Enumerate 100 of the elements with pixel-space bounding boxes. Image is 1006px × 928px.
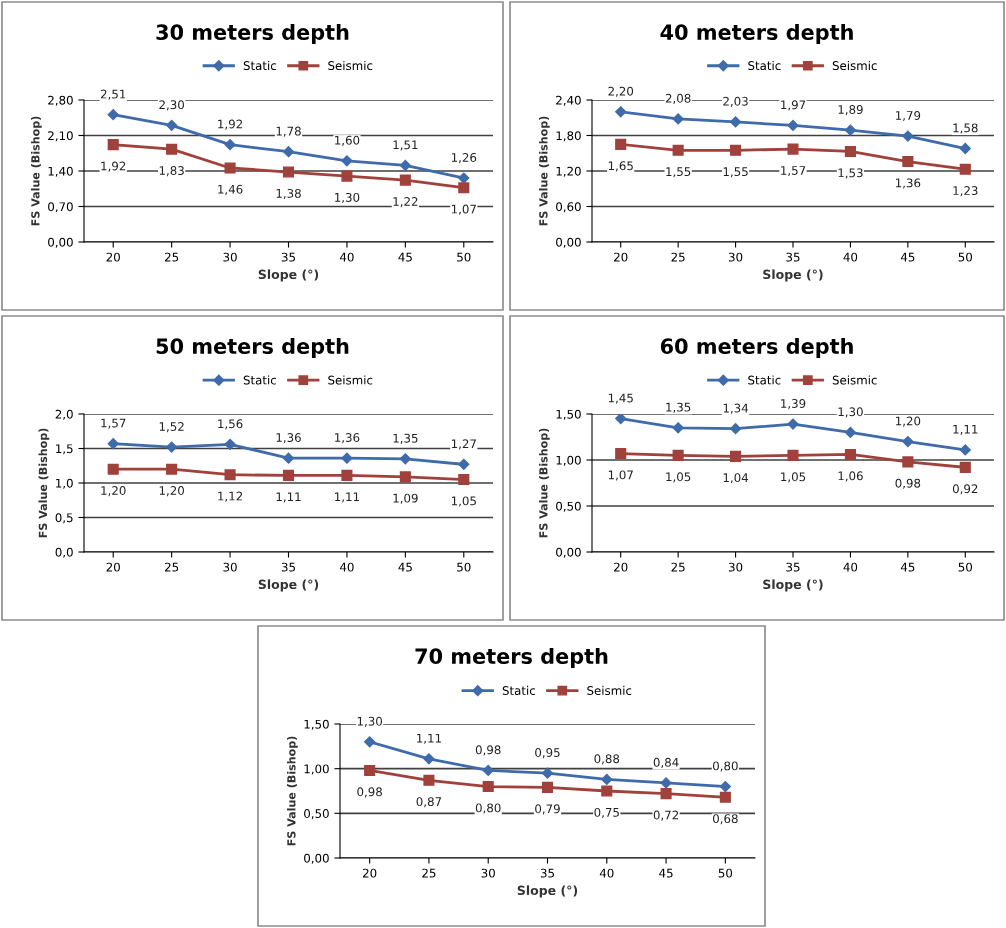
y-tick-label: 1,20 [556,166,581,177]
x-tick-label: 35 [540,868,554,878]
x-axis-title: Slope (°) [763,579,823,592]
y-tick-label: 0,50 [556,501,581,512]
data-label: 1,05 [781,472,806,483]
data-label: 1,11 [953,424,978,435]
point [282,452,295,464]
point [615,106,627,118]
point [482,764,494,777]
data-label: 1,45 [608,393,633,404]
data-label: 1,30 [357,716,382,727]
chart-title: 40 meters depth [660,23,853,45]
point [787,143,799,155]
data-label: 1,12 [218,491,243,502]
y-tick-label: 1,00 [556,455,581,466]
point [341,155,353,167]
point [787,449,799,461]
point [166,441,178,453]
x-tick-label: 40 [339,252,354,262]
point [107,109,119,121]
point [399,174,411,186]
x-tick-label: 45 [398,252,412,262]
x-tick-label: 35 [281,562,295,572]
point [615,414,627,425]
y-tick-label: 0,60 [556,202,581,213]
data-label: 1,23 [953,186,978,197]
point [107,438,119,450]
data-label: 1,36 [335,433,360,444]
data-label: 1,92 [218,119,243,130]
data-label: 0,72 [653,810,679,821]
data-label: 2,20 [608,86,634,97]
data-label: 1,79 [896,110,921,122]
x-axis-title: Slope (°) [517,885,578,898]
y-tick-label: 0,50 [304,809,329,820]
data-label: 2,51 [100,89,126,100]
point [902,130,914,142]
x-tick-label: 50 [718,868,733,878]
y-tick-label: 2,10 [48,131,73,142]
x-tick-label: 50 [457,252,471,262]
data-label: 1,38 [276,188,301,200]
y-tick-label: 1,0 [56,478,73,489]
x-tick-label: 30 [223,562,237,572]
data-label: 1,04 [723,473,749,484]
x-tick-label: 30 [481,868,495,878]
point [282,166,295,178]
data-label: 1,05 [666,472,691,483]
x-tick-label: 45 [900,562,915,572]
x-tick-label: 35 [281,252,295,262]
legend-label: Seismic [832,60,877,71]
point [601,785,613,797]
data-label: 0,79 [535,804,560,815]
point [341,170,353,182]
legend-label: Static [243,60,277,71]
point [107,139,119,151]
data-label: 1,57 [101,418,126,429]
x-tick-label: 40 [843,562,858,572]
point [902,456,914,468]
data-label: 1,52 [159,422,184,433]
point [282,146,295,158]
data-label: 1,36 [896,178,921,189]
y-axis-title: FS Value (Bishop) [30,116,42,226]
point [341,452,353,464]
x-tick-label: 25 [671,562,685,572]
point [458,172,470,184]
point [844,448,856,461]
data-label: 1,11 [276,492,301,503]
data-label: 0,98 [357,787,382,798]
point [844,145,856,158]
point [660,777,672,789]
x-tick-label: 30 [728,252,743,262]
legend-label: Static [748,375,781,385]
x-tick-label: 30 [728,562,743,572]
x-tick-label: 30 [223,252,237,262]
x-tick-label: 25 [165,562,179,572]
data-label: 0,75 [594,807,619,819]
data-label: 0,98 [895,478,921,489]
y-tick-label: 0,70 [48,202,73,213]
chart-title: 70 meters depth [415,647,608,669]
x-tick-label: 45 [398,562,412,572]
point [458,182,470,194]
y-tick-label: 2,80 [48,95,73,106]
point [787,119,799,132]
point [458,473,470,486]
x-tick-label: 45 [659,868,673,878]
point [672,422,684,434]
point [672,144,684,156]
data-label: 1,22 [393,197,418,208]
point [107,463,119,475]
data-label: 1,05 [451,496,476,507]
data-label: 0,88 [594,754,620,765]
y-tick-label: 2,0 [55,409,73,420]
point [787,418,799,430]
y-tick-label: 2,40 [556,95,581,106]
x-tick-label: 25 [165,252,179,262]
point [844,426,857,439]
point [541,767,554,779]
data-label: 1,09 [393,493,418,504]
x-axis-title: Slope (°) [763,269,823,282]
point [224,139,236,151]
data-label: 1,53 [838,168,863,179]
